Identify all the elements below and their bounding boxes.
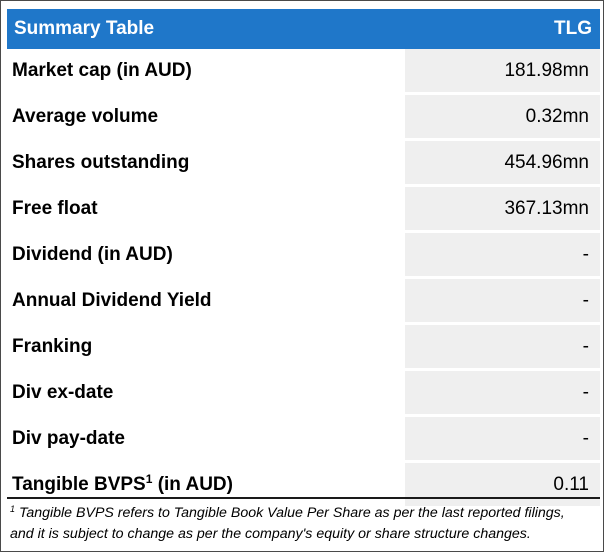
- row-value: 181.98mn: [405, 49, 600, 92]
- table-title: Summary Table: [14, 18, 155, 39]
- table-body: Market cap (in AUD) 181.98mn Average vol…: [7, 49, 600, 509]
- row-label: Annual Dividend Yield: [7, 279, 405, 322]
- row-label-suffix: (in AUD): [152, 473, 233, 495]
- row-value: 367.13mn: [405, 187, 600, 230]
- table-row: Div pay-date -: [7, 417, 600, 463]
- row-label: Dividend (in AUD): [7, 233, 405, 276]
- footnote-ref: 1: [145, 471, 153, 486]
- row-value: -: [405, 233, 600, 276]
- table-row: Div ex-date -: [7, 371, 600, 417]
- row-label: Market cap (in AUD): [7, 49, 405, 92]
- footnote-line: 1 Tangible BVPS refers to Tangible Book …: [10, 503, 600, 524]
- footnote: 1 Tangible BVPS refers to Tangible Book …: [10, 503, 600, 544]
- footnote-divider: [7, 497, 600, 499]
- footnote-text-1: Tangible BVPS refers to Tangible Book Va…: [15, 505, 565, 521]
- table-header: Summary Table TLG: [7, 9, 600, 49]
- table-row: Dividend (in AUD) -: [7, 233, 600, 279]
- row-label: Tangible BVPS 1 (in AUD): [7, 463, 405, 506]
- ticker-label: TLG: [554, 18, 592, 39]
- row-value: -: [405, 325, 600, 368]
- table-row: Annual Dividend Yield -: [7, 279, 600, 325]
- row-value: 454.96mn: [405, 141, 600, 184]
- row-label: Div ex-date: [7, 371, 405, 414]
- table-row: Free float 367.13mn: [7, 187, 600, 233]
- row-value: 0.11: [405, 463, 600, 506]
- footnote-marker: 1: [10, 504, 16, 514]
- footnote-text-2: and it is subject to change as per the c…: [10, 526, 531, 542]
- table-row: Shares outstanding 454.96mn: [7, 141, 600, 187]
- row-value: -: [405, 279, 600, 322]
- row-label: Franking: [7, 325, 405, 368]
- row-value: -: [405, 371, 600, 414]
- row-label: Free float: [7, 187, 405, 230]
- row-label: Div pay-date: [7, 417, 405, 460]
- row-label-main: Tangible BVPS: [12, 473, 146, 495]
- table-row: Average volume 0.32mn: [7, 95, 600, 141]
- row-label: Shares outstanding: [7, 141, 405, 184]
- row-value: -: [405, 417, 600, 460]
- row-label: Average volume: [7, 95, 405, 138]
- table-row: Franking -: [7, 325, 600, 371]
- table-row: Market cap (in AUD) 181.98mn: [7, 49, 600, 95]
- row-value: 0.32mn: [405, 95, 600, 138]
